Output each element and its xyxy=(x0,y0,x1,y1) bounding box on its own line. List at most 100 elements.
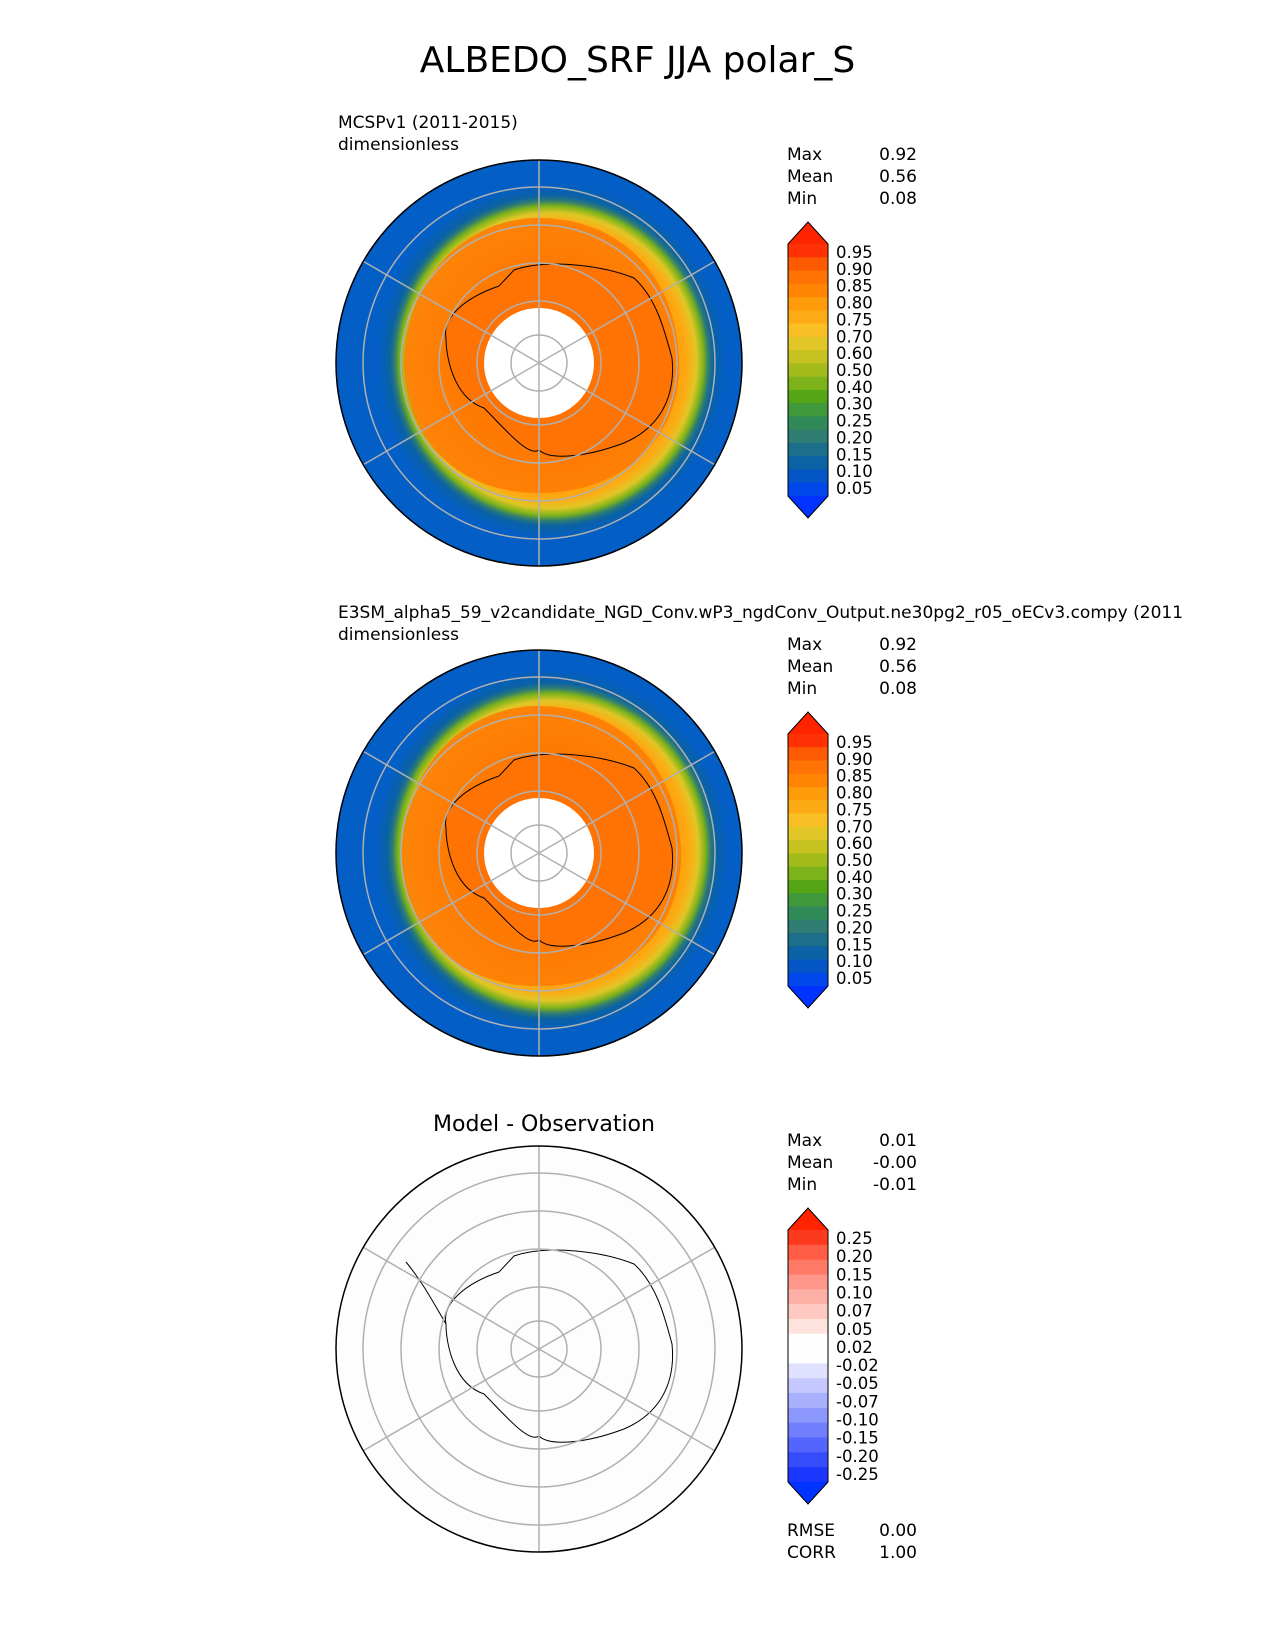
colorbar-tick-label: 0.10 xyxy=(836,462,873,481)
colorbar-segment xyxy=(788,429,828,444)
colorbar-outline xyxy=(787,1207,829,1505)
stat-value: 0.08 xyxy=(879,679,917,699)
stat-value: -0.00 xyxy=(873,1153,917,1173)
colorbar-tick-label: 0.85 xyxy=(836,767,873,786)
colorbar-segment xyxy=(788,760,828,775)
colorbar-segment xyxy=(788,376,828,391)
colorbar-segment xyxy=(788,893,828,907)
colorbar-segment xyxy=(788,946,828,960)
panel3-antarctica-outline xyxy=(445,1249,674,1443)
colorbar-tick-label: 0.15 xyxy=(836,1265,873,1284)
stat-label: Mean xyxy=(787,167,834,187)
panel3-polar-map xyxy=(335,1145,743,1553)
colorbar-segment xyxy=(788,1259,828,1275)
panel2-colorbar: 0.950.900.850.800.750.700.600.500.400.30… xyxy=(787,711,873,1009)
colorbar-segment xyxy=(788,1407,828,1424)
panel2-map-boundary xyxy=(335,649,743,1057)
colorbar-segment xyxy=(788,1467,828,1483)
panel3-bottom-stats: RMSE 0.00 CORR 1.00 xyxy=(787,1520,917,1564)
colorbar-top-arrow xyxy=(788,1208,828,1230)
panel1-polar-map xyxy=(335,159,743,567)
colorbar-segment xyxy=(788,1422,828,1439)
stat-label: Max xyxy=(787,635,823,655)
colorbar-tick-label: 0.05 xyxy=(836,969,873,988)
colorbar-segment xyxy=(788,257,828,272)
colorbar-outline xyxy=(787,711,829,1009)
stat-label: Max xyxy=(787,1131,823,1151)
colorbar-segment xyxy=(788,787,828,801)
stat-value: 0.92 xyxy=(879,145,917,165)
colorbar-segment xyxy=(788,813,828,828)
colorbar-tick-label: 0.80 xyxy=(836,784,873,803)
colorbar-tick-label: 0.30 xyxy=(836,395,873,414)
colorbar-segment xyxy=(788,853,828,868)
colorbar-tick-label: 0.75 xyxy=(836,310,873,329)
colorbar-tick-label: 0.60 xyxy=(836,344,873,363)
panel3-stats: Max 0.01 Mean -0.00 Min -0.01 xyxy=(787,1130,917,1196)
colorbar-segment xyxy=(788,416,828,431)
colorbar-outline xyxy=(787,221,829,519)
colorbar-segment xyxy=(788,310,828,325)
stat-value: 0.01 xyxy=(879,1131,917,1151)
stat-label: Min xyxy=(787,1175,818,1195)
stat-value: 0.08 xyxy=(879,189,917,209)
colorbar-segment xyxy=(788,323,828,338)
colorbar-tick-label: 0.75 xyxy=(836,800,873,819)
colorbar-tick-label: 0.80 xyxy=(836,294,873,313)
colorbar-segment xyxy=(788,826,828,841)
stat-value: 0.56 xyxy=(879,657,917,677)
colorbar-segment xyxy=(788,336,828,351)
colorbar-segment xyxy=(788,389,828,404)
colorbar-segment xyxy=(788,747,828,762)
colorbar-tick-label: -0.25 xyxy=(836,1465,879,1484)
colorbar-top-arrow xyxy=(788,712,828,734)
colorbar-tick-label: 0.05 xyxy=(836,1320,873,1339)
colorbar-segment xyxy=(788,1452,828,1468)
colorbar-tick-label: -0.10 xyxy=(836,1411,879,1430)
figure-title: ALBEDO_SRF JJA polar_S xyxy=(419,40,856,81)
colorbar-tick-label: 0.25 xyxy=(836,412,873,431)
colorbar-segment xyxy=(788,1363,828,1379)
colorbar-segment xyxy=(788,866,828,881)
stat-label: Min xyxy=(787,679,818,699)
stat-value: 1.00 xyxy=(879,1543,917,1563)
colorbar-top-arrow xyxy=(788,222,828,244)
colorbar-tick-label: -0.20 xyxy=(836,1447,879,1466)
colorbar-tick-label: 0.20 xyxy=(836,1247,873,1266)
colorbar-tick-label: 0.40 xyxy=(836,868,873,887)
colorbar-segment xyxy=(788,972,828,987)
colorbar-segment xyxy=(788,1289,828,1305)
colorbar-bottom-arrow xyxy=(788,496,828,518)
colorbar-tick-label: 0.15 xyxy=(836,445,873,464)
stat-label: Mean xyxy=(787,1153,834,1173)
colorbar-tick-label: 0.50 xyxy=(836,851,873,870)
panel2-stats: Max 0.92 Mean 0.56 Min 0.08 xyxy=(787,634,917,700)
colorbar-tick-label: -0.05 xyxy=(836,1374,879,1393)
colorbar-tick-label: 0.70 xyxy=(836,817,873,836)
colorbar-segment xyxy=(788,932,828,947)
stat-value: 0.56 xyxy=(879,167,917,187)
panel2-subtitle-line2: dimensionless xyxy=(338,625,459,645)
stat-label: Max xyxy=(787,145,823,165)
colorbar-segment xyxy=(788,1378,828,1394)
panel1-subtitle-line2: dimensionless xyxy=(338,135,459,155)
colorbar-segment xyxy=(788,919,828,934)
panel1-map-boundary xyxy=(335,159,743,567)
colorbar-tick-label: 0.60 xyxy=(836,834,873,853)
colorbar-bottom-arrow xyxy=(788,986,828,1008)
colorbar-segment xyxy=(788,1244,828,1261)
panel2-subtitle-line1: E3SM_alpha5_59_v2candidate_NGD_Conv.wP3_… xyxy=(338,603,1184,623)
colorbar-tick-label: 0.95 xyxy=(836,733,873,752)
panel2-graticule xyxy=(360,650,718,1056)
stat-label: Min xyxy=(787,189,818,209)
colorbar-tick-label: 0.50 xyxy=(836,361,873,380)
colorbar-segment xyxy=(788,879,828,894)
colorbar-segment xyxy=(788,363,828,378)
colorbar-tick-label: 0.10 xyxy=(836,952,873,971)
colorbar-bottom-arrow xyxy=(788,1482,828,1504)
colorbar-tick-label: 0.25 xyxy=(836,902,873,921)
stat-label: Mean xyxy=(787,657,834,677)
colorbar-tick-label: 0.95 xyxy=(836,243,873,262)
colorbar-tick-label: 0.25 xyxy=(836,1229,873,1248)
colorbar-segment xyxy=(788,270,828,285)
